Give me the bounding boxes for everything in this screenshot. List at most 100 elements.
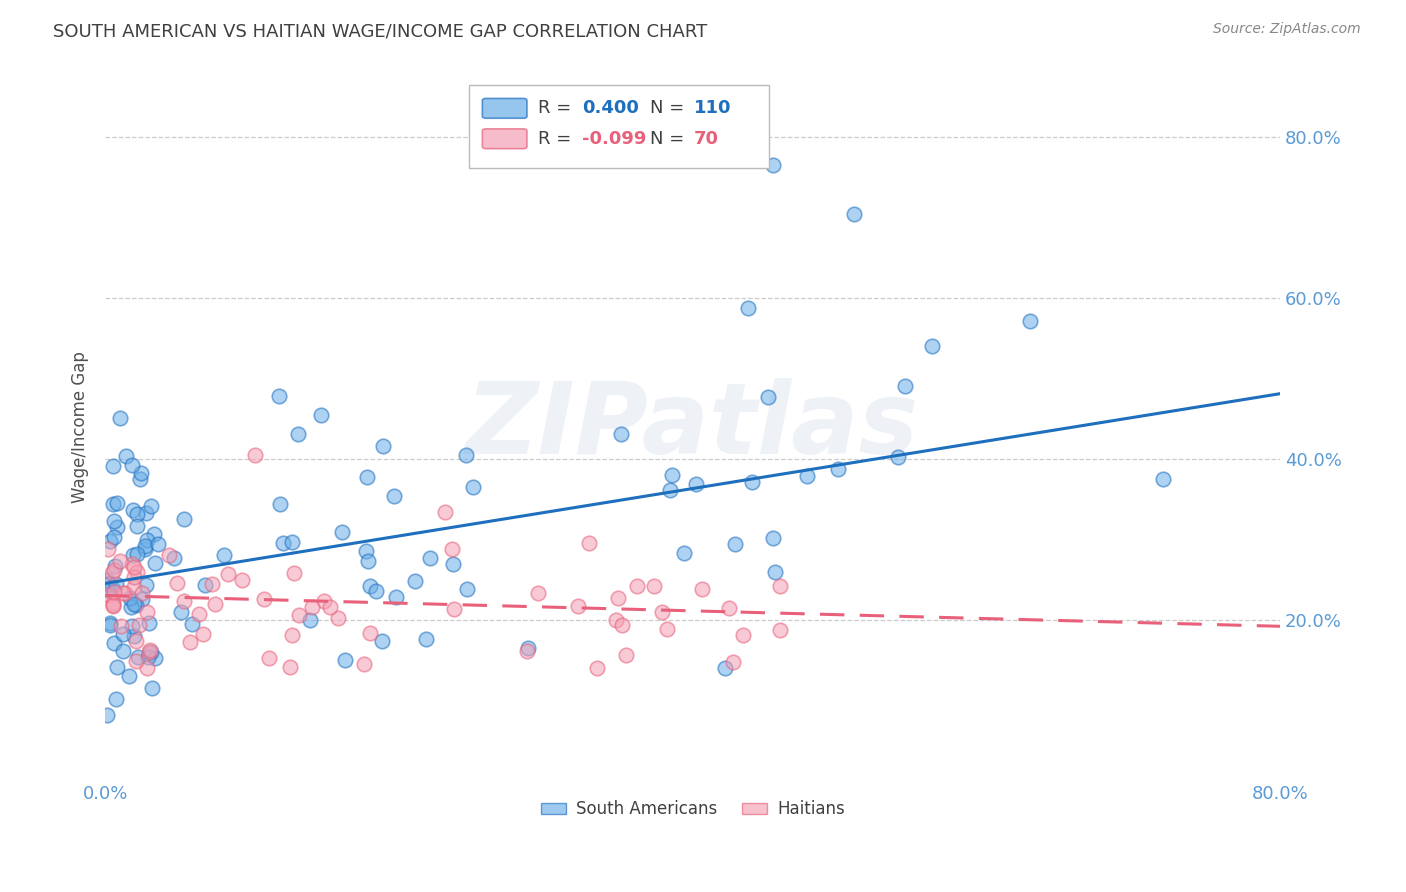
Point [330,524,353,539]
Text: 70: 70 [693,129,718,148]
Text: 110: 110 [693,99,731,118]
Point [516,641,538,656]
Text: Source: ZipAtlas.com: Source: ZipAtlas.com [1213,22,1361,37]
Point [359,626,381,640]
Y-axis label: Wage/Income Gap: Wage/Income Gap [72,351,89,502]
Point [131,592,153,607]
Point [610,427,633,442]
Point [655,622,678,636]
Point [194,578,217,592]
Point [415,632,437,647]
Point [143,557,166,571]
Point [134,539,156,553]
Point [131,586,153,600]
Point [110,554,132,568]
Point [661,467,683,482]
Point [125,634,148,648]
Point [643,579,665,593]
Point [318,599,340,614]
FancyBboxPatch shape [482,98,527,119]
Point [105,660,128,674]
Point [1019,313,1042,327]
Point [724,537,747,551]
Point [166,575,188,590]
Point [212,548,235,562]
Point [257,650,280,665]
Text: N =: N = [651,129,690,148]
Point [141,499,163,513]
Point [111,626,134,640]
Text: 0.400: 0.400 [582,99,640,118]
Point [714,661,737,675]
Text: SOUTH AMERICAN VS HAITIAN WAGE/INCOME GAP CORRELATION CHART: SOUTH AMERICAN VS HAITIAN WAGE/INCOME GA… [53,22,707,40]
Point [763,565,786,579]
FancyBboxPatch shape [482,128,527,149]
Point [121,557,143,571]
Point [204,597,226,611]
Point [136,661,159,675]
Point [253,591,276,606]
Point [122,580,145,594]
Point [382,489,405,503]
Point [122,597,145,611]
Point [127,649,149,664]
Point [364,584,387,599]
Point [148,537,170,551]
Point [673,546,696,560]
Point [614,648,637,663]
Point [179,635,201,649]
Text: ZIPatlas: ZIPatlas [465,378,920,475]
Point [121,619,143,633]
Point [118,669,141,683]
Point [125,599,148,613]
Point [769,579,792,593]
Text: -0.099: -0.099 [582,129,647,148]
Point [96,708,118,723]
Text: N =: N = [651,99,690,118]
Point [610,617,633,632]
Point [96,582,118,597]
Point [97,576,120,591]
Point [441,557,464,571]
Point [731,628,754,642]
Point [98,533,121,548]
Point [685,477,707,491]
Point [134,542,156,557]
Point [157,548,180,562]
Text: R =: R = [537,129,576,148]
Point [103,585,125,599]
Point [440,542,463,557]
Point [114,586,136,600]
Point [127,565,149,579]
Point [125,547,148,561]
Point [122,629,145,643]
Point [586,661,609,675]
Point [112,586,135,600]
Point [357,554,380,568]
Point [103,530,125,544]
Point [97,588,120,602]
Point [333,653,356,667]
Point [271,535,294,549]
Point [288,607,311,622]
Point [269,388,291,402]
Point [141,645,163,659]
Point [181,616,204,631]
Point [143,651,166,665]
Point [371,633,394,648]
Point [281,535,304,549]
FancyBboxPatch shape [470,85,769,169]
Point [121,458,143,473]
Point [105,577,128,591]
Point [404,574,426,589]
Point [737,301,759,315]
Point [741,475,763,489]
Point [136,650,159,665]
Point [419,551,441,566]
Point [607,591,630,605]
Point [454,448,477,462]
Point [122,503,145,517]
Point [769,624,792,638]
Point [353,657,375,671]
Point [103,497,125,511]
